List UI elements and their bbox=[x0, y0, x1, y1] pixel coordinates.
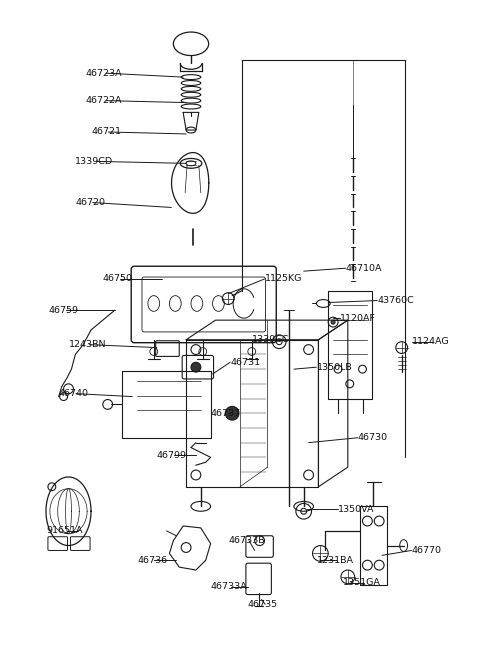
Text: 1350VA: 1350VA bbox=[338, 505, 374, 514]
Text: 46722A: 46722A bbox=[85, 96, 121, 105]
Text: 46759: 46759 bbox=[49, 306, 79, 315]
Text: 91651A: 91651A bbox=[46, 527, 83, 535]
Text: 1124AG: 1124AG bbox=[411, 337, 449, 346]
Text: 1339CC: 1339CC bbox=[252, 335, 289, 345]
Text: 46731: 46731 bbox=[230, 358, 260, 367]
Text: 46733A: 46733A bbox=[211, 582, 247, 591]
Text: 1339CD: 1339CD bbox=[75, 157, 113, 166]
Text: 1350LB: 1350LB bbox=[316, 363, 352, 371]
Text: 1231BA: 1231BA bbox=[316, 555, 353, 565]
Circle shape bbox=[225, 406, 239, 420]
Text: 46770: 46770 bbox=[411, 546, 442, 555]
Text: 46735: 46735 bbox=[248, 600, 278, 609]
Text: 46723A: 46723A bbox=[85, 69, 122, 78]
Text: 46730: 46730 bbox=[358, 433, 388, 442]
Text: 46733B: 46733B bbox=[228, 536, 265, 545]
Text: 46750: 46750 bbox=[103, 274, 133, 284]
Text: 46737: 46737 bbox=[211, 409, 241, 418]
Text: 46740: 46740 bbox=[59, 389, 89, 398]
Circle shape bbox=[331, 320, 335, 324]
Text: 1243BN: 1243BN bbox=[69, 340, 106, 349]
Text: 46720: 46720 bbox=[75, 198, 106, 207]
Text: 46721: 46721 bbox=[91, 128, 121, 136]
Text: 1351GA: 1351GA bbox=[343, 578, 381, 588]
Text: 1125KG: 1125KG bbox=[264, 274, 302, 284]
Text: 46736: 46736 bbox=[137, 555, 167, 565]
Text: 43760C: 43760C bbox=[377, 296, 414, 305]
Text: 1120AF: 1120AF bbox=[340, 314, 376, 323]
Circle shape bbox=[191, 362, 201, 372]
Text: 46710A: 46710A bbox=[346, 264, 383, 272]
Text: 46799: 46799 bbox=[156, 451, 187, 460]
